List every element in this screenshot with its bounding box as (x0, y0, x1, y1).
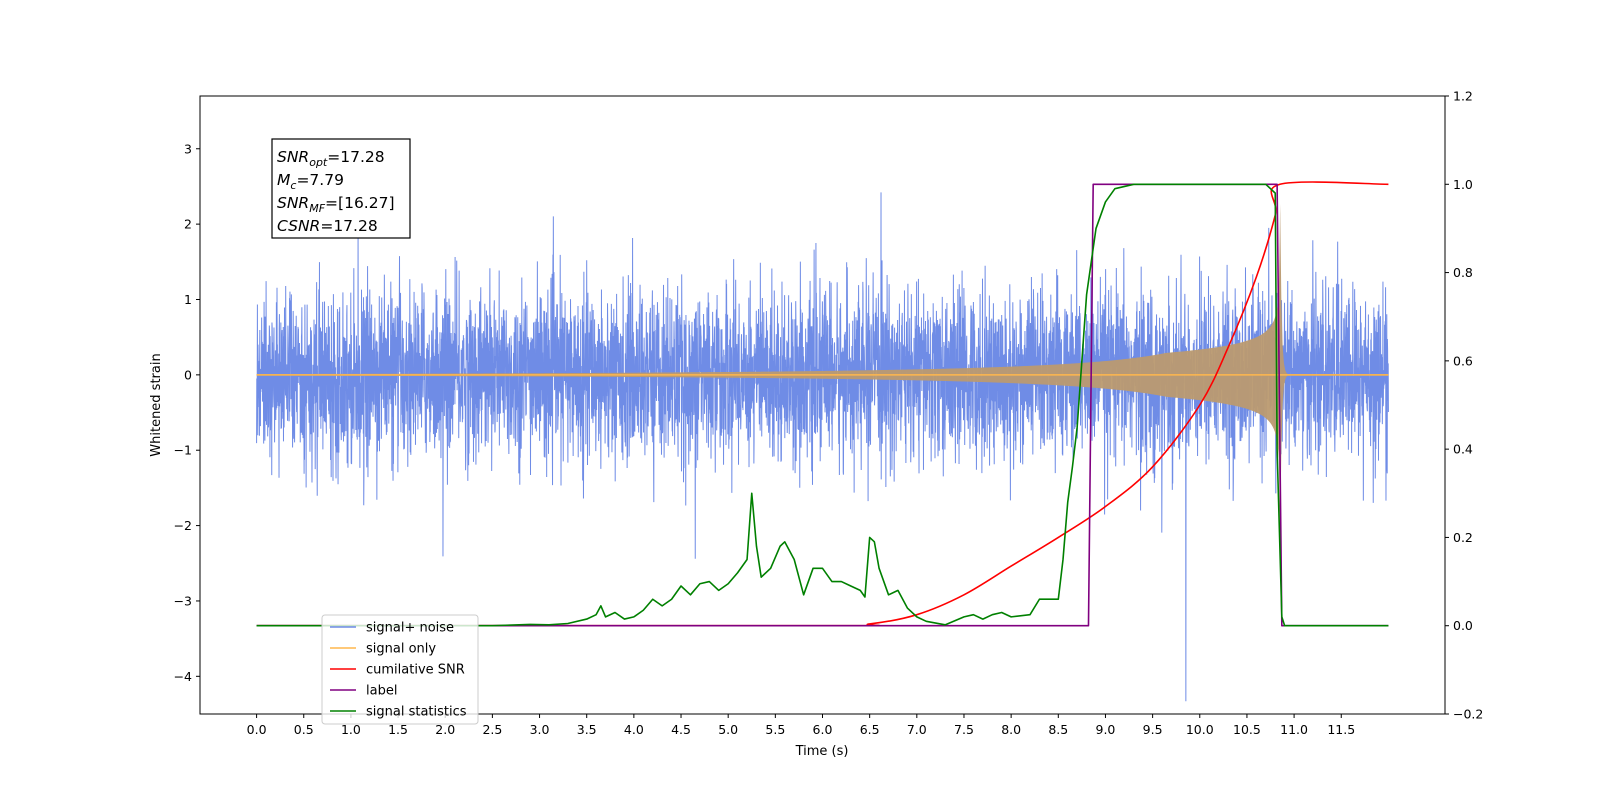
x-tick-label: 7.0 (907, 722, 927, 737)
x-tick-label: 0.0 (247, 722, 267, 737)
y2-tick-label: −0.2 (1453, 707, 1483, 722)
y-tick-label: 0 (184, 367, 192, 382)
x-tick-label: 2.0 (435, 722, 455, 737)
x-tick-label: 5.0 (718, 722, 738, 737)
y2-axis: 1.2 1.0 0.8 0.6 0.4 0.2 0.0 −0.2 (1445, 89, 1483, 722)
x-tick-label: 8.5 (1048, 722, 1068, 737)
x-tick-label: 8.0 (1001, 722, 1021, 737)
y-tick-label: 1 (184, 292, 192, 307)
y2-tick-label: 0.0 (1453, 618, 1473, 633)
y2-tick-label: 0.6 (1453, 353, 1473, 368)
x-tick-label: 10.0 (1186, 722, 1214, 737)
y2-tick-label: 0.8 (1453, 265, 1473, 280)
series-signal-statistics (256, 183, 1389, 627)
y2-tick-label: 1.0 (1453, 177, 1473, 192)
legend: signal+ noise signal only cumilative SNR la… (321, 614, 479, 725)
annotation-frame (271, 138, 411, 239)
legend-label: signal statistics (366, 705, 467, 720)
y-tick-label: 3 (184, 141, 192, 156)
x-tick-label: 11.0 (1280, 722, 1308, 737)
x-tick-label: 3.0 (530, 722, 550, 737)
y2-tick-label: 1.2 (1453, 89, 1473, 104)
x-tick-label: 0.5 (294, 722, 314, 737)
y-tick-label: −1 (174, 443, 192, 458)
annotation-line: SNRMF=[16.27] (277, 194, 395, 215)
x-tick-label: 6.5 (860, 722, 880, 737)
y2-tick-label: 0.4 (1453, 442, 1473, 457)
legend-label: cumilative SNR (366, 663, 465, 678)
x-tick-label: 1.5 (388, 722, 408, 737)
y2-tick-label: 0.2 (1453, 530, 1473, 545)
y-axis: 3 2 1 0 −1 −2 −3 −4 (174, 141, 200, 684)
x-tick-label: 7.5 (954, 722, 974, 737)
y-axis-label: Whitened strain (149, 353, 164, 456)
x-tick-label: 6.0 (813, 722, 833, 737)
x-tick-label: 1.0 (341, 722, 361, 737)
x-axis-label: Time (s) (795, 744, 849, 759)
y-tick-label: −2 (174, 518, 192, 533)
y-tick-label: 2 (184, 217, 192, 232)
x-tick-label: 9.5 (1143, 722, 1163, 737)
y-tick-label: −3 (174, 593, 192, 608)
x-tick-label: 10.5 (1233, 722, 1261, 737)
x-tick-label: 4.0 (624, 722, 644, 737)
y-tick-label: −4 (174, 669, 192, 684)
legend-frame (321, 614, 479, 725)
x-tick-label: 9.0 (1096, 722, 1116, 737)
x-tick-label: 5.5 (765, 722, 785, 737)
x-tick-label: 3.5 (577, 722, 597, 737)
data-layer (256, 181, 1389, 702)
x-tick-label: 2.5 (482, 722, 502, 737)
annotation-line: Mc=7.79 (277, 171, 344, 192)
legend-label: label (366, 684, 397, 699)
legend-label: signal only (366, 642, 436, 657)
x-tick-label: 11.5 (1327, 722, 1355, 737)
x-tick-label: 4.5 (671, 722, 691, 737)
legend-label: signal+ noise (366, 621, 454, 636)
annotation-line: CSNR=17.28 (277, 217, 378, 235)
x-axis: 0.0 0.5 1.0 1.5 2.0 2.5 3.0 3.5 4.0 4.5 5.0 5.5 6.0 6… (247, 714, 1355, 737)
annotation-line: SNRopt=17.28 (277, 148, 385, 169)
